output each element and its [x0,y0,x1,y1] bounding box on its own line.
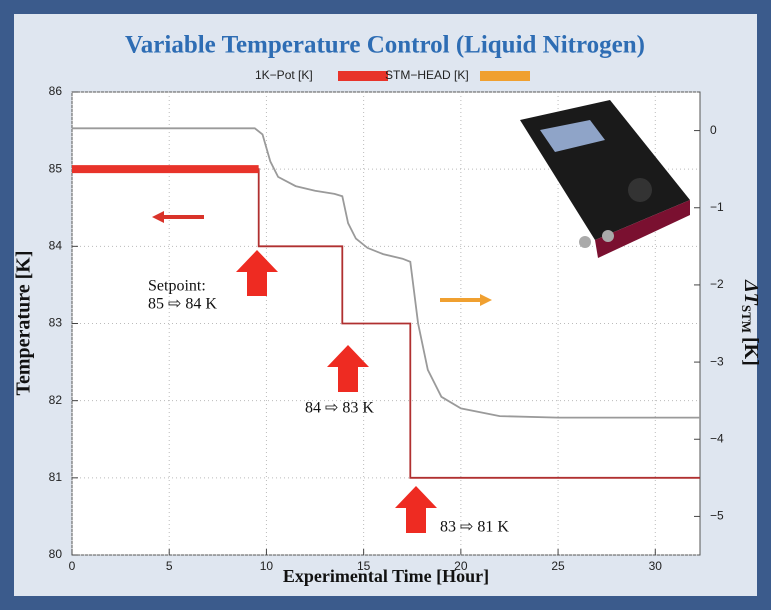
x-tick-label: 5 [166,559,173,573]
y-tick-label: 83 [49,316,63,330]
y2-tick-label: −1 [710,200,724,214]
x-tick-label: 30 [649,559,663,573]
y-tick-label: 80 [49,547,63,561]
y2-tick-label: −5 [710,509,724,523]
setpoint-arrows [236,250,437,533]
annotation: 85 ⇨ 84 K [148,296,217,313]
x-tick-label: 15 [357,559,371,573]
y2-axis-label: ΔTSTM [K] [739,279,762,366]
legend-swatch [480,71,530,81]
annotation: Setpoint: [148,278,206,295]
direction-arrows [152,211,492,306]
y-tick-label: 82 [49,393,63,407]
y2-label-main: ΔT [740,279,762,306]
y2-tick-label: −4 [710,431,724,445]
y2-tick-label: −2 [710,277,724,291]
legend-swatch [338,71,388,81]
x-tick-label: 10 [260,559,274,573]
y-tick-label: 86 [49,84,63,98]
y2-label-sub: STM [739,305,754,333]
annotation: 84 ⇨ 83 K [305,400,374,417]
x-tick-label: 20 [454,559,468,573]
series-line [72,127,700,419]
device-image [520,100,690,258]
annotation: 83 ⇨ 81 K [440,519,509,536]
y-tick-label: 85 [49,161,63,175]
chart-title: Variable Temperature Control (Liquid Nit… [125,32,645,59]
x-tick-label: 25 [551,559,565,573]
x-axis-label: Experimental Time [Hour] [283,566,489,586]
y-axis-label: Temperature [K] [13,251,35,396]
legend-label: STM−HEAD [K] [385,68,469,82]
y-tick-label: 81 [49,470,63,484]
y-tick-label: 84 [49,239,63,253]
y2-tick-label: −3 [710,354,724,368]
axes: 0 5 10 15 20 25 30 80 81 82 83 84 85 86 −5 −4 −3 −2 −1 0 [49,84,724,573]
x-tick-label: 0 [69,559,76,573]
y2-label-unit: [K] [740,337,762,366]
legend-label: 1K−Pot [K] [255,68,313,82]
series-line [72,168,700,479]
y2-tick-label: 0 [710,123,717,137]
